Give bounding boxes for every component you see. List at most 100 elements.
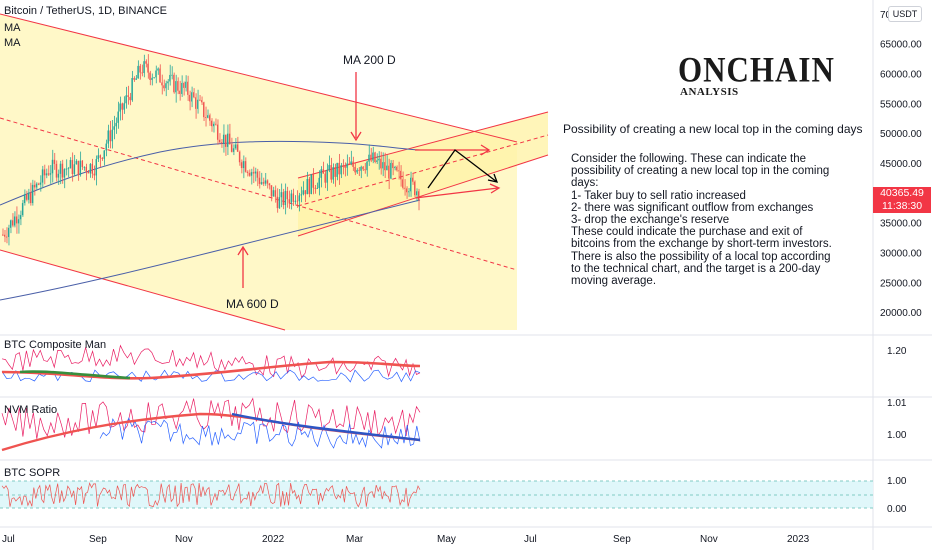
note-line: moving average. [571,275,657,288]
candle-body [256,171,259,178]
candle-body [412,177,414,182]
candle-body [27,192,30,200]
candle-body [354,166,356,173]
candle-body [59,163,62,174]
candle-body [330,165,332,180]
candle-body [177,81,179,91]
currency-button[interactable]: USDT [888,6,922,22]
candle-body [209,115,211,121]
candle-body [143,61,145,74]
time-tick: Nov [175,534,193,545]
composite-signal-green [19,370,131,380]
candle-body [382,162,384,169]
candle-body [121,103,123,110]
candle-body [49,173,52,175]
candle-body [396,166,398,171]
candle-body [298,195,300,202]
candle-body [308,178,310,195]
candle-body [83,166,86,168]
candle-body [286,190,289,200]
candle-body [310,174,312,195]
nvm-raw-line [99,417,421,449]
candle-body [252,172,255,174]
candle-body [324,173,326,183]
composite-signal-line [1,360,421,380]
candle-body [165,83,167,89]
candle-body [133,78,135,80]
pane-title-composite[interactable]: BTC Composite Man [4,339,106,351]
pane-title-sopr[interactable]: BTC SOPR [4,467,60,479]
candle-body [41,169,44,183]
candle-body [278,197,281,209]
candle-body [201,100,203,103]
falling-channel-mid [0,117,518,271]
candle-body [51,159,54,174]
candle-body [15,216,18,224]
candle-body [17,219,20,224]
candle-body [25,194,28,200]
candle-body [266,180,269,184]
candle-body [322,169,324,174]
candle-body [185,81,187,88]
candle-body [169,74,171,82]
composite-tick: 1.20 [887,346,907,357]
candle-body [346,163,348,168]
symbol-title[interactable]: Bitcoin / TetherUS, 1D, BINANCE [4,5,167,17]
nvm-tick-high: 1.01 [887,398,907,409]
candle-body [2,234,4,236]
candle-body [45,173,48,176]
time-tick: Mar [346,534,364,545]
candle-body [342,165,344,166]
candle-body [258,177,261,184]
candle-body [65,168,68,170]
note-line: possibility of creating a new local top … [571,165,830,178]
candle-body [71,160,74,175]
candle-body [107,130,109,144]
candle-body [220,142,223,144]
candle-body [151,77,153,80]
candle-body [69,160,72,169]
candle-body [234,144,237,149]
falling-channel-bottom [0,249,286,331]
candle-body [270,185,273,197]
candle-body [418,191,420,201]
candle-body [240,162,243,169]
time-axis[interactable]: Jul Sep Nov 2022 Mar May Jul Sep Nov 2023 [2,534,810,545]
candle-body [414,181,416,196]
candle-body [312,174,314,188]
candle-body [358,169,360,171]
candle-body [416,191,418,196]
candle-body [216,124,219,140]
time-tick: Jul [2,534,15,545]
pane-title-nvm[interactable]: NVM Ratio [4,404,57,416]
indicator-ma-2[interactable]: MA [4,37,21,49]
candle-body [139,65,141,73]
candle-body [276,196,279,209]
candle-body [33,184,36,188]
falling-channel-fill [0,14,517,330]
candle-body [248,172,251,176]
candle-body [131,78,133,101]
candle-body [123,103,125,110]
candle-body [338,162,340,175]
price-axis[interactable]: 70000.0065000.0060000.0055000.0050000.00… [880,10,922,319]
indicator-ma-1[interactable]: MA [4,22,21,34]
candle-body [294,200,296,202]
time-tick: Jul [524,534,537,545]
candle-body [254,171,257,174]
candle-body [230,144,233,152]
candle-body [306,178,308,195]
candle-body [203,102,205,118]
candle-body [157,68,159,71]
candle-body [268,183,271,186]
candle-body [228,133,231,145]
candle-body [250,172,253,176]
candle-body [149,72,151,80]
price-tick: 45000.00 [880,159,922,170]
price-tick: 30000.00 [880,248,922,259]
candle-body [197,99,199,109]
candle-body [384,162,386,171]
candle-body [376,160,378,162]
note-line: to the technical chart, and the target i… [571,262,821,275]
